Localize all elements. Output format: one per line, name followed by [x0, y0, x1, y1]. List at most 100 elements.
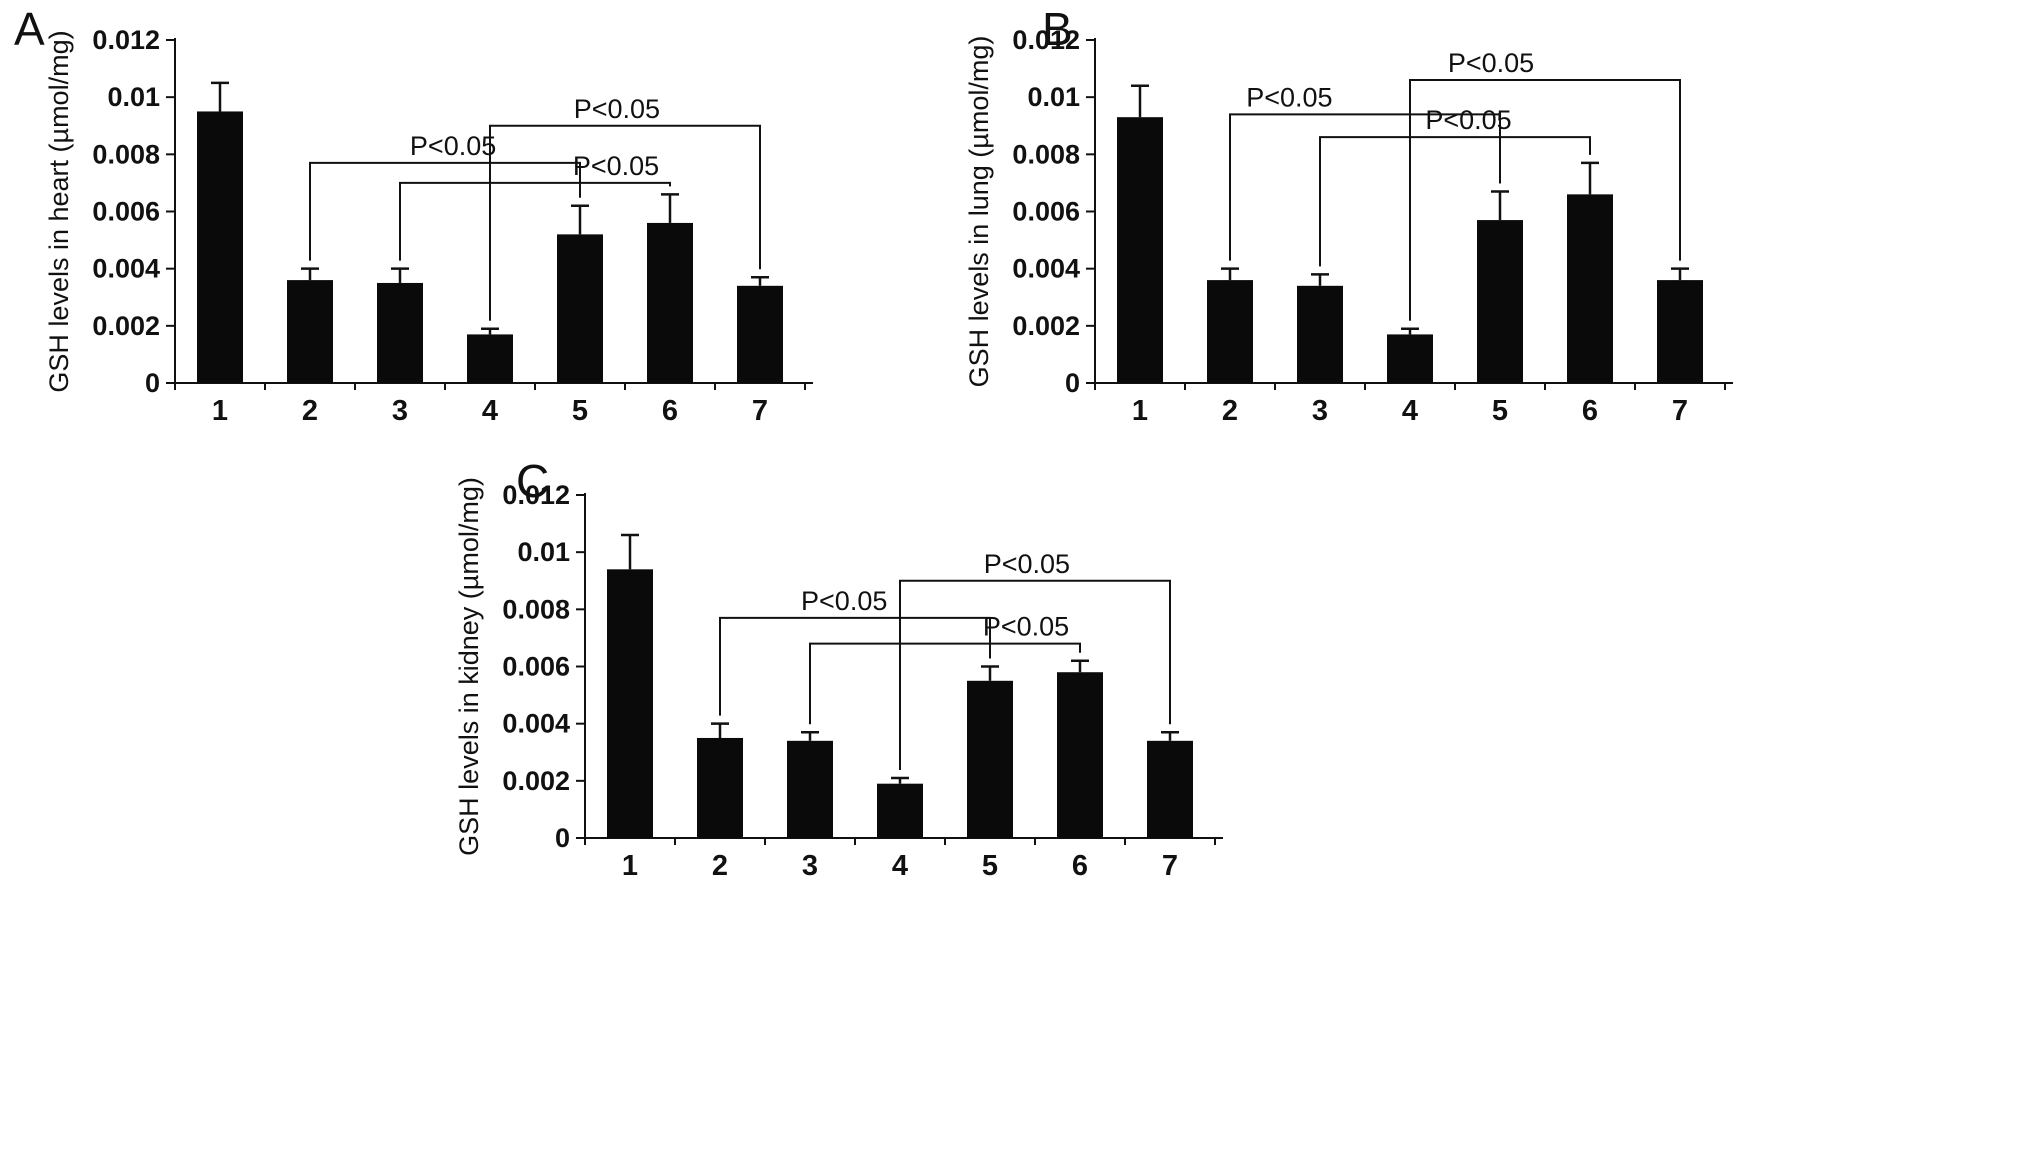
- y-tick-label: 0: [1065, 368, 1080, 398]
- x-category-label: 4: [482, 395, 498, 427]
- x-category-label: 5: [572, 395, 588, 427]
- sig-bracket: [719, 616, 991, 716]
- chart-gsh-lung: 0 0.002 0.004 0.006 0.008 0.01 0.012 GSH levels…: [964, 25, 1733, 427]
- bar: [697, 737, 743, 838]
- x-category-label: 2: [302, 395, 318, 427]
- y-tick-label: 0.012: [92, 25, 160, 55]
- sig-bracket: [309, 161, 581, 261]
- x-category-label: 5: [1492, 395, 1508, 427]
- y-axis-title: GSH levels in heart (µmol/mg): [44, 30, 74, 392]
- x-category-label: 1: [212, 395, 228, 427]
- bars: 1 2 3 4 5 6 7: [1117, 84, 1703, 427]
- sig-label: P<0.05: [574, 94, 660, 124]
- bars: 1 2 3 4 5 6 7: [607, 533, 1193, 882]
- bar: [377, 282, 423, 383]
- significance-brackets: P<0.05 P<0.05 P<0.05: [309, 94, 761, 321]
- bar: [877, 783, 923, 838]
- panel-letter-a: A: [14, 3, 45, 55]
- chart-gsh-kidney: 0 0.002 0.004 0.006 0.008 0.01 0.012 GSH levels…: [454, 477, 1223, 882]
- y-tick-label: 0.004: [502, 709, 570, 739]
- bar: [1147, 740, 1193, 838]
- panel-letter-c: C: [516, 455, 550, 507]
- sig-label: P<0.05: [984, 549, 1070, 579]
- x-category-label: 3: [802, 850, 818, 882]
- significance-brackets: P<0.05 P<0.05 P<0.05: [1229, 48, 1681, 321]
- chart-gsh-heart: 0 0.002 0.004 0.006 0.008 0.01 0.012 GSH levels…: [44, 25, 813, 427]
- bar: [1057, 672, 1103, 838]
- bar: [557, 234, 603, 383]
- bar: [287, 280, 333, 383]
- y-axis-title: GSH levels in lung (µmol/mg): [964, 36, 994, 388]
- sig-label: P<0.05: [1448, 48, 1534, 78]
- x-category-label: 6: [662, 395, 678, 427]
- y-axis-title: GSH levels in kidney (µmol/mg): [454, 477, 484, 856]
- x-category-label: 1: [1132, 395, 1148, 427]
- sig-label: P<0.05: [1425, 105, 1511, 135]
- bar: [1207, 280, 1253, 383]
- y-tick-label: 0: [555, 823, 570, 853]
- x-category-label: 6: [1072, 850, 1088, 882]
- sig-bracket: [809, 642, 1081, 725]
- x-category-label: 6: [1582, 395, 1598, 427]
- y-tick-label: 0.006: [502, 652, 570, 682]
- y-tick-label: 0.006: [92, 197, 160, 227]
- y-tick-label: 0.01: [1027, 82, 1080, 112]
- x-category-label: 3: [1312, 395, 1328, 427]
- bar: [1567, 194, 1613, 383]
- sig-bracket: [489, 124, 761, 321]
- bar: [1117, 117, 1163, 384]
- y-tick-label: 0.002: [92, 311, 160, 341]
- y-tick-label: 0.01: [107, 82, 160, 112]
- axes: 0 0.002 0.004 0.006 0.008 0.01 0.012 GSH levels…: [964, 25, 1733, 398]
- y-tick-label: 0.008: [502, 594, 570, 624]
- y-tick-label: 0.012: [502, 480, 570, 510]
- x-category-label: 2: [1222, 395, 1238, 427]
- x-category-label: 4: [1402, 395, 1418, 427]
- y-tick-label: 0.004: [1012, 254, 1080, 284]
- y-tick-label: 0.008: [92, 139, 160, 169]
- bar: [467, 334, 513, 383]
- sig-label: P<0.05: [573, 151, 659, 181]
- significance-brackets: P<0.05 P<0.05 P<0.05: [719, 549, 1171, 770]
- y-tick-label: 0.004: [92, 254, 160, 284]
- sig-bracket: [899, 579, 1171, 770]
- axes: 0 0.002 0.004 0.006 0.008 0.01 0.012 GSH levels…: [454, 477, 1223, 856]
- bar: [1477, 220, 1523, 383]
- bar: [197, 111, 243, 383]
- bar: [607, 569, 653, 838]
- y-tick-label: 0.012: [1012, 25, 1080, 55]
- x-category-label: 7: [1162, 850, 1178, 882]
- y-tick-label: 0: [145, 368, 160, 398]
- panel-letter-b: B: [1042, 3, 1073, 55]
- bars: 1 2 3 4 5 6 7: [197, 81, 783, 427]
- x-category-label: 1: [622, 850, 638, 882]
- panel-lung: 0 0.002 0.004 0.006 0.008 0.01 0.012 GSH levels…: [920, 0, 1940, 440]
- sig-bracket: [1319, 136, 1591, 267]
- bar: [787, 740, 833, 838]
- sig-bracket: [1229, 113, 1501, 261]
- bar: [647, 222, 693, 383]
- bar: [737, 285, 783, 383]
- x-category-label: 7: [752, 395, 768, 427]
- sig-bracket: [399, 181, 671, 261]
- x-category-label: 5: [982, 850, 998, 882]
- panel-heart: 0 0.002 0.004 0.006 0.008 0.01 0.012 GSH levels…: [0, 0, 1020, 440]
- sig-label: P<0.05: [1246, 82, 1332, 112]
- bar: [1387, 334, 1433, 383]
- y-tick-label: 0.002: [502, 766, 570, 796]
- sig-label: P<0.05: [983, 612, 1069, 642]
- sig-label: P<0.05: [410, 131, 496, 161]
- y-tick-label: 0.006: [1012, 197, 1080, 227]
- bar: [1657, 280, 1703, 383]
- sig-bracket: [1409, 79, 1681, 321]
- x-category-label: 3: [392, 395, 408, 427]
- bar: [1297, 285, 1343, 383]
- y-tick-label: 0.008: [1012, 139, 1080, 169]
- panel-kidney: 0 0.002 0.004 0.006 0.008 0.01 0.012 GSH levels…: [410, 455, 1430, 895]
- x-category-label: 4: [892, 850, 908, 882]
- x-category-label: 2: [712, 850, 728, 882]
- sig-label: P<0.05: [801, 586, 887, 616]
- y-tick-label: 0.002: [1012, 311, 1080, 341]
- axes: 0 0.002 0.004 0.006 0.008 0.01 0.012 GSH levels…: [44, 25, 813, 398]
- bar: [967, 680, 1013, 838]
